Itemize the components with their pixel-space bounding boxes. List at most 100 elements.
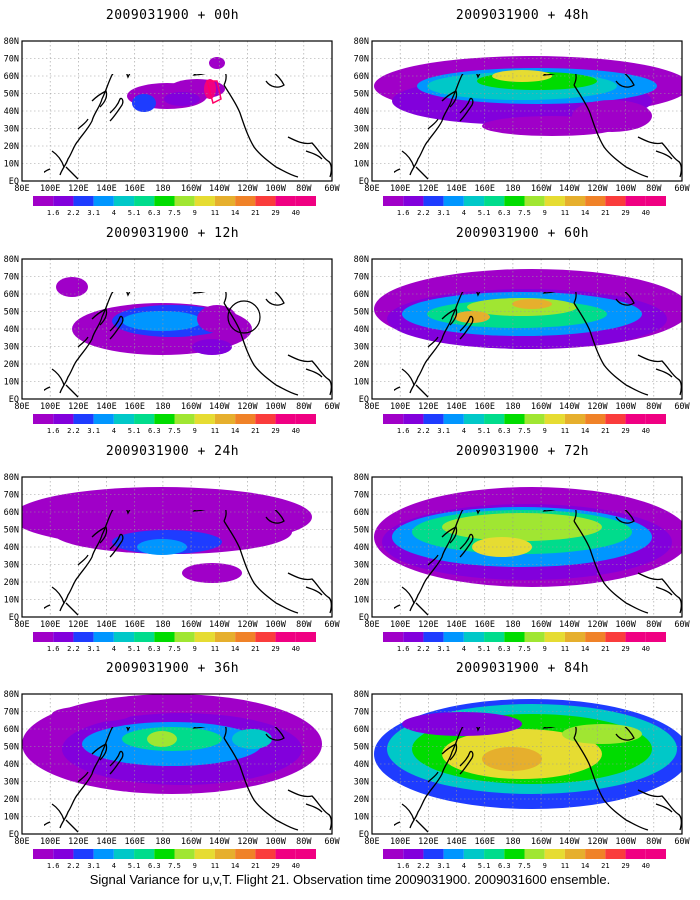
coastline: [459, 97, 474, 122]
colorbar-swatch: [33, 196, 54, 206]
lat-label: 70N: [354, 55, 369, 65]
colorbar-label: 14: [581, 862, 589, 870]
colorbar-swatch: [235, 414, 256, 424]
coastline: [401, 586, 429, 616]
colorbar-swatch: [484, 196, 505, 206]
colorbar-label: 5.1: [478, 862, 491, 870]
lat-label: 70N: [4, 708, 19, 718]
lon-label: 80W: [646, 620, 662, 630]
colorbar-label: 7.5: [168, 645, 181, 653]
lat-label: 20N: [354, 360, 369, 370]
lat-label: 40N: [354, 543, 369, 553]
colorbar-label: 9: [193, 645, 197, 653]
colorbar-swatch: [113, 632, 135, 642]
colorbar-label: 5.1: [128, 862, 141, 870]
colorbar-swatch: [585, 849, 606, 859]
lat-label: EQ: [359, 395, 369, 405]
coastline: [305, 586, 323, 596]
map-grid: [372, 477, 682, 617]
lon-label: 100E: [390, 620, 410, 630]
variance-contour: [442, 513, 602, 541]
colorbar-label: 5.1: [478, 645, 491, 653]
colorbar-swatch: [134, 196, 155, 206]
coastline: [615, 510, 635, 524]
lon-label: 100W: [265, 184, 286, 194]
map-frame: [371, 40, 683, 182]
colorbar-label: 29: [621, 209, 629, 217]
coastline: [109, 750, 124, 775]
lat-label: EQ: [9, 395, 19, 405]
lat-label: EQ: [359, 613, 369, 623]
colorbar-label: 9: [193, 209, 197, 217]
colorbar-swatch: [134, 632, 155, 642]
lat-label: 50N: [4, 308, 19, 318]
colorbar-label: 6.3: [148, 427, 161, 435]
colorbar-label: 40: [642, 645, 650, 653]
lat-label: 40N: [354, 325, 369, 335]
lon-label: 80E: [14, 620, 29, 630]
lon-label: 100E: [390, 402, 410, 412]
coastline: [59, 74, 114, 176]
lat-label: 10N: [4, 378, 19, 388]
map-grid: [372, 259, 682, 399]
colorbar-swatch: [194, 849, 215, 859]
lon-label: 160W: [181, 837, 202, 847]
lat-label: 20N: [354, 142, 369, 152]
coastline: [427, 118, 439, 130]
coastline: [655, 150, 673, 160]
colorbar-label: 1.6: [397, 427, 410, 435]
lon-label: 160E: [124, 837, 144, 847]
map-panel: 2009031900 + 72h 80N 70N 60N 50N 40N 30N 20N 10N…: [350, 444, 695, 666]
variance-contour: [402, 712, 522, 736]
lat-label: EQ: [359, 177, 369, 187]
lat-label: EQ: [9, 613, 19, 623]
coastline: [409, 510, 464, 612]
coastline: [77, 118, 89, 130]
lat-label: EQ: [359, 830, 369, 840]
lon-label: 120W: [587, 402, 608, 412]
colorbar: 1.6 2.2 3.1 4 5.1 6.3 7.5 9 11 14 21 29 40: [33, 632, 316, 653]
colorbar-label: 2.2: [417, 427, 430, 435]
lat-label: 10N: [354, 596, 369, 606]
colorbar-label: 4: [112, 645, 116, 653]
lon-label: 160W: [531, 620, 552, 630]
lon-label: 100E: [390, 184, 410, 194]
coastline: [305, 368, 323, 378]
colorbar-label: 6.3: [498, 427, 511, 435]
colorbar-label: 14: [231, 427, 239, 435]
colorbar-label: 7.5: [168, 427, 181, 435]
target-circle: [227, 300, 261, 334]
colorbar-label: 2.2: [67, 645, 80, 653]
variance-field: [374, 699, 682, 809]
lat-label: 60N: [4, 290, 19, 300]
coastline: [394, 168, 401, 173]
colorbar-label: 5.1: [478, 427, 491, 435]
panel-title: 2009031900 + 00h: [105, 8, 240, 23]
lon-label: 80W: [646, 184, 662, 194]
lon-label: 60W: [324, 620, 340, 630]
lon-label: 140E: [446, 402, 466, 412]
coastline: [265, 727, 285, 741]
colorbar-label: 40: [292, 427, 300, 435]
coastline: [51, 803, 79, 833]
colorbar-label: 1.6: [47, 862, 60, 870]
colorbar-label: 6.3: [498, 645, 511, 653]
colorbar-label: 21: [601, 427, 609, 435]
coastline: [77, 771, 89, 783]
lon-label: 120E: [68, 184, 88, 194]
lon-label: 120E: [68, 620, 88, 630]
coastline: [305, 150, 323, 160]
colorbar-label: 9: [543, 862, 547, 870]
map-frame: [371, 258, 683, 400]
colorbar-swatch: [53, 196, 74, 206]
lon-label: 140W: [209, 620, 230, 630]
colorbar-label: 14: [231, 862, 239, 870]
coastlines: [44, 727, 332, 833]
colorbar-swatch: [544, 196, 565, 206]
coastline: [287, 354, 332, 396]
map-frame: [21, 476, 333, 618]
colorbar-swatch: [605, 849, 626, 859]
colorbar-label: 9: [543, 645, 547, 653]
map-grid: [372, 41, 682, 181]
